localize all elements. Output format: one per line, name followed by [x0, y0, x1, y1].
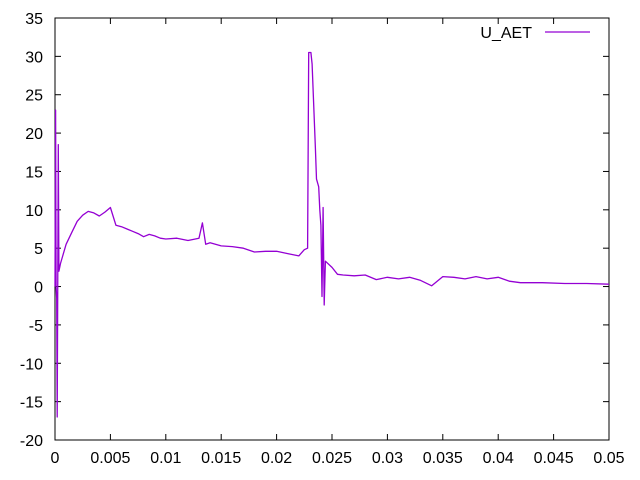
y-tick-label: -5	[29, 318, 43, 335]
y-tick-label: 5	[34, 241, 43, 258]
x-tick-label: 0	[51, 450, 60, 467]
x-tick-label: 0.005	[90, 450, 130, 467]
x-tick-label: 0.02	[261, 450, 292, 467]
y-tick-label: 15	[25, 164, 43, 181]
x-tick-label: 0.035	[423, 450, 463, 467]
axis-ticks: 0 0.005 0.01 0.015 0.02 0.025 0.03 0.035 0.04 0.0…	[20, 11, 625, 467]
legend-label: U_AET	[480, 25, 532, 42]
plot-border	[54, 17, 610, 441]
y-tick-label: 25	[25, 88, 43, 105]
x-tick-label: 0.05	[593, 450, 624, 467]
y-tick-label: -20	[20, 433, 43, 450]
x-tick-label: 0.01	[150, 450, 181, 467]
y-tick-label: -10	[20, 356, 43, 373]
y-tick-label: 30	[25, 49, 43, 66]
x-tick-label: 0.04	[483, 450, 514, 467]
y-tick-label: 35	[25, 11, 43, 28]
y-tick-label: 10	[25, 203, 43, 220]
x-tick-label: 0.025	[312, 450, 352, 467]
y-tick-label: -15	[20, 395, 43, 412]
y-tick-label: 0	[34, 280, 43, 297]
y-tick-label: 20	[25, 126, 43, 143]
x-tick-label: 0.045	[534, 450, 574, 467]
x-tick-label: 0.015	[201, 450, 241, 467]
series-line-u-aet	[54, 51, 610, 418]
x-tick-label: 0.03	[372, 450, 403, 467]
legend: U_AET	[480, 25, 590, 42]
